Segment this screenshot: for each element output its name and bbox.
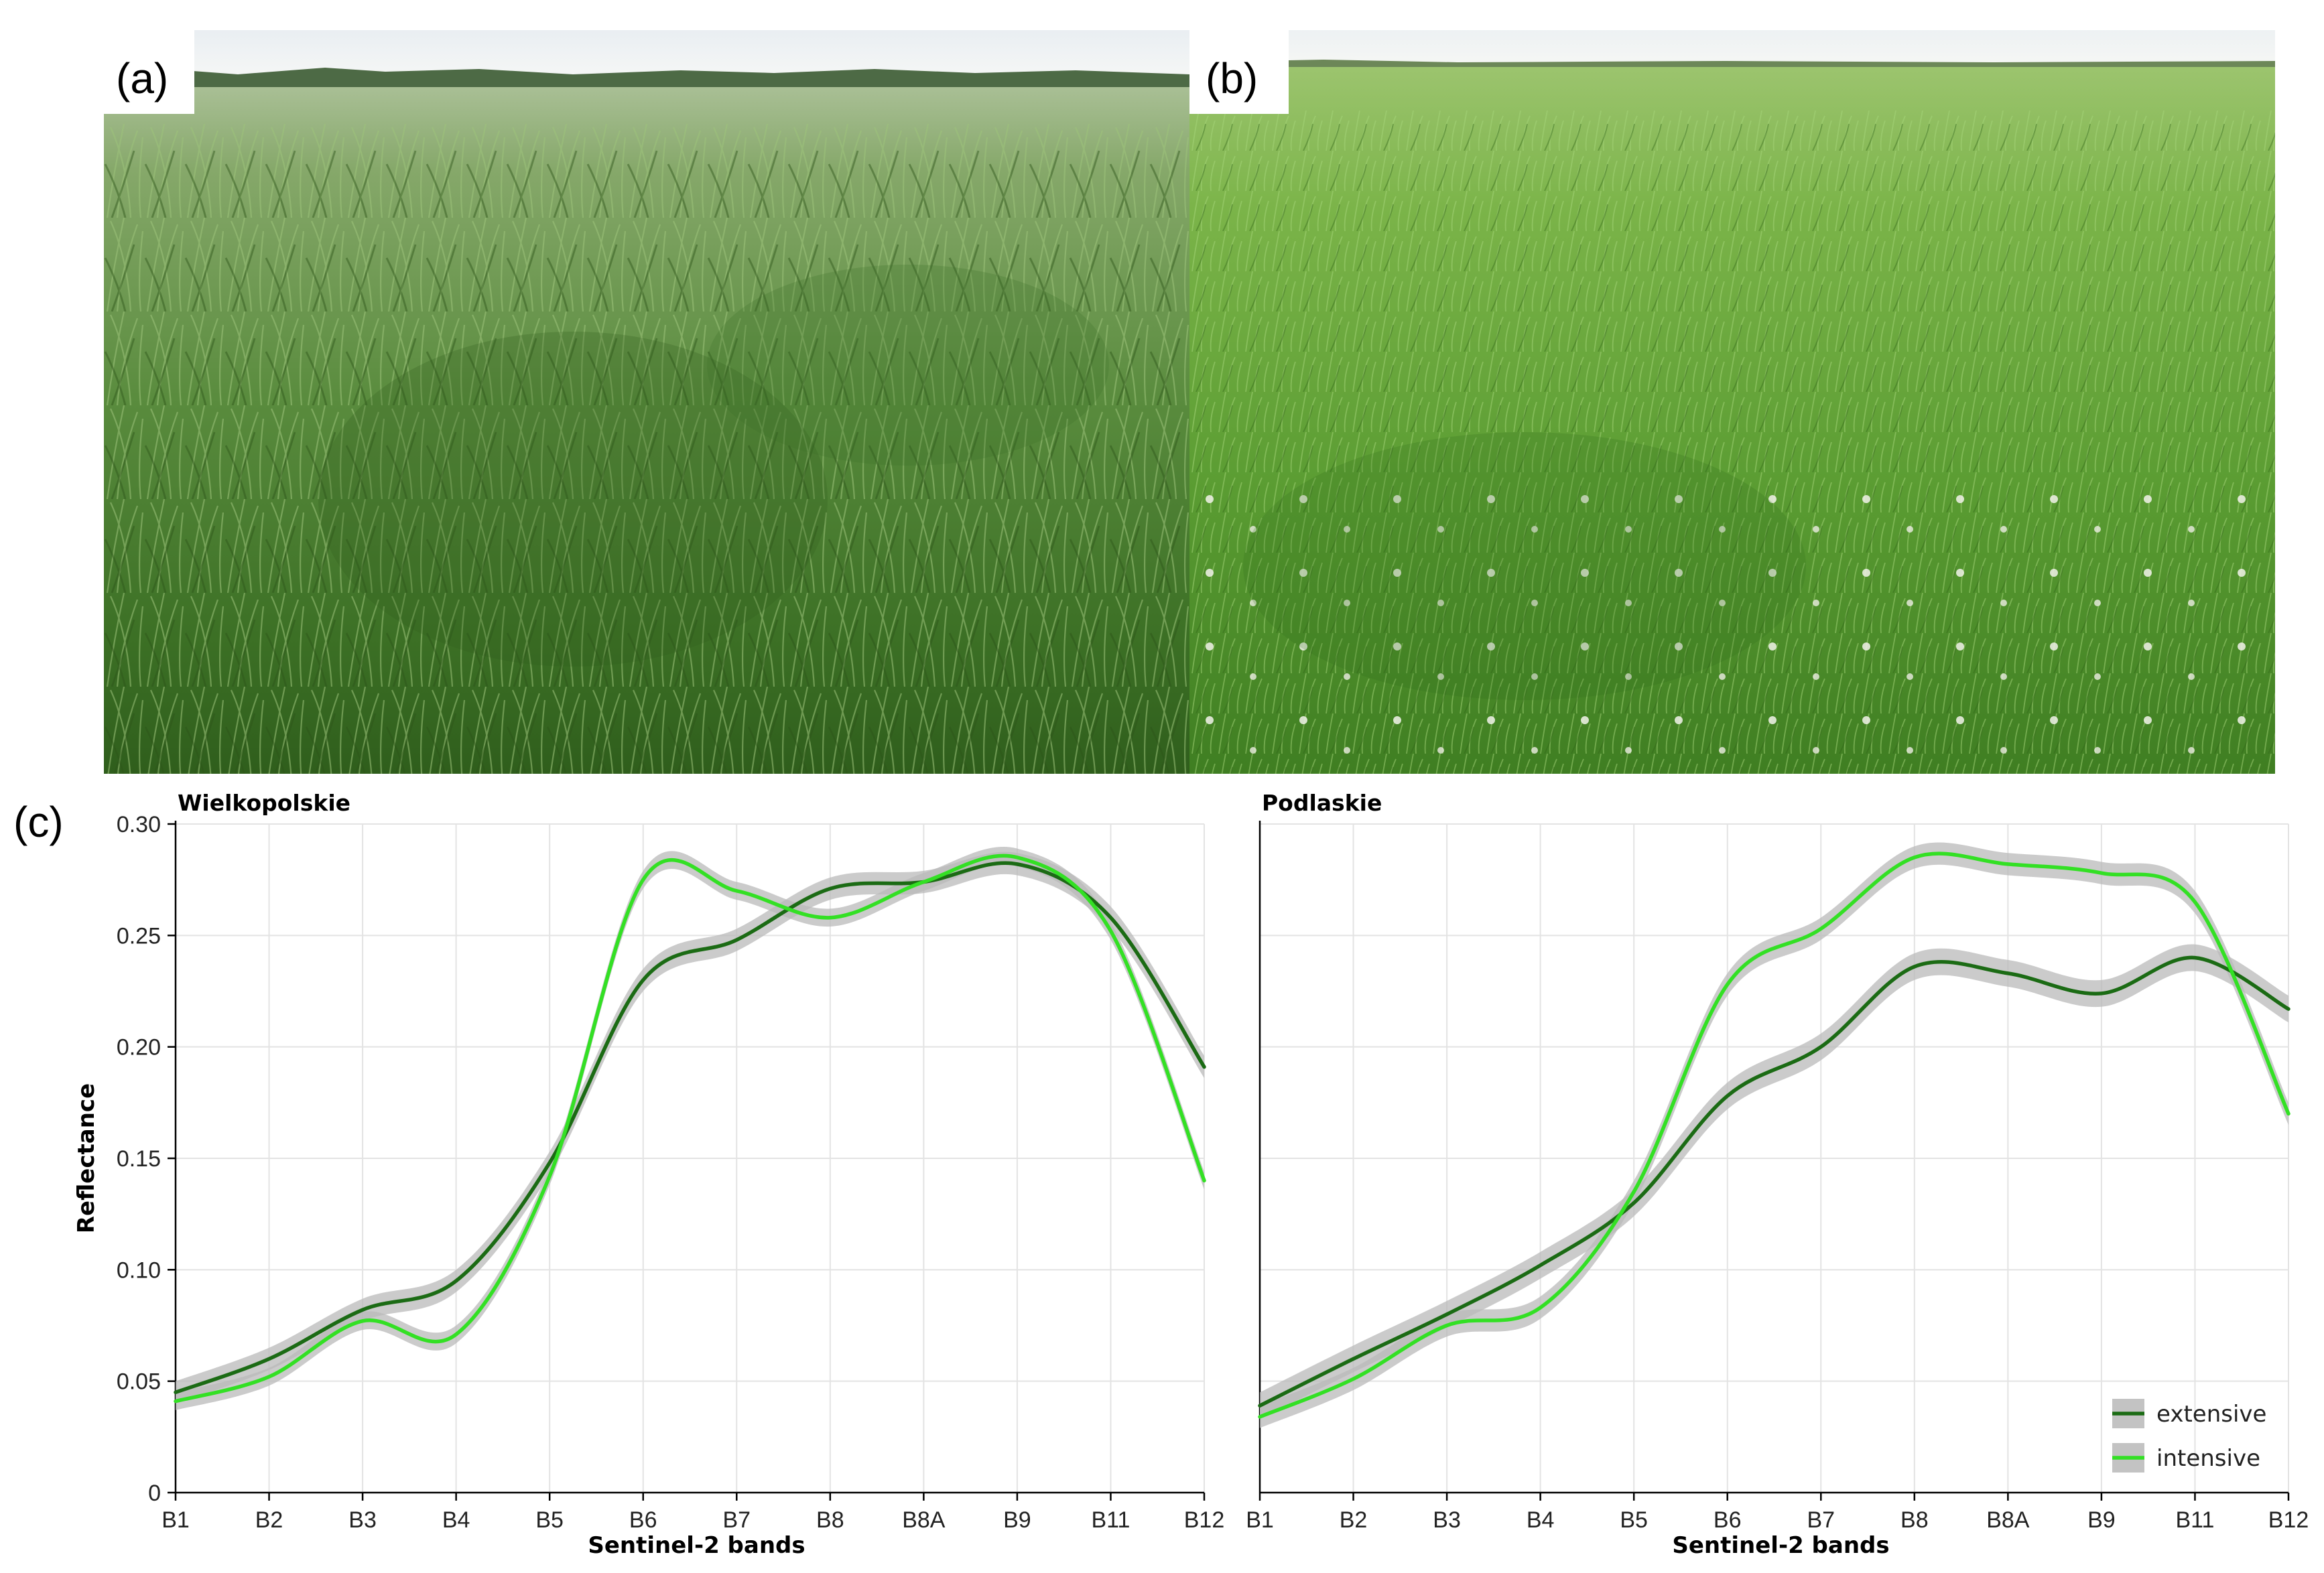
x-tick-label: B5 [535,1507,564,1533]
photo-intensive-meadow [1189,30,2275,774]
y-axis-title: Reflectance [73,1083,100,1233]
x-tick-label: B12 [2268,1507,2309,1533]
y-tick-label: 0.05 [117,1369,161,1395]
x-tick-label: B6 [629,1507,657,1533]
y-tick-label: 0.30 [117,812,161,837]
x-tick-label: B3 [348,1507,377,1533]
chart-title: Podlaskie [1262,790,1382,816]
x-tick-label: B11 [1091,1507,1130,1533]
x-tick-label: B8 [816,1507,844,1533]
x-axis-title: Sentinel-2 bands [588,1532,805,1559]
series-line-extensive [1258,955,2290,1408]
x-tick-label: B8A [902,1507,946,1533]
x-tick-label: B4 [442,1507,470,1533]
x-tick-label: B3 [1433,1507,1461,1533]
x-tick-label: B8 [1900,1507,1929,1533]
panel-label-a: (a) [104,30,194,114]
x-tick-label: B12 [1184,1507,1225,1533]
x-tick-label: B1 [162,1507,190,1533]
x-tick-label: B5 [1620,1507,1648,1533]
series-line-intensive [174,853,1206,1404]
legend-label-intensive: intensive [2156,1445,2260,1472]
y-tick-label: 0.10 [117,1257,161,1283]
y-tick-label: 0.15 [117,1146,161,1172]
x-tick-label: B2 [255,1507,283,1533]
photo-extensive-meadow [104,30,1189,774]
x-tick-label: B11 [2175,1507,2214,1533]
x-tick-label: B4 [1527,1507,1555,1533]
chart-title: Wielkopolskie [178,790,350,816]
x-axis-title: Sentinel-2 bands [1672,1532,1889,1559]
y-tick-label: 0.20 [117,1035,161,1061]
x-tick-label: B9 [1003,1507,1031,1533]
panel-label-c: (c) [13,798,64,846]
x-tick-label: B7 [1807,1507,1835,1533]
x-tick-label: B8A [1986,1507,2030,1533]
confidence-band-intensive [1260,842,2288,1428]
legend-label-extensive: extensive [2156,1401,2266,1428]
panel-label-b: (b) [1189,30,1289,114]
confidence-band-extensive [176,851,1204,1404]
x-tick-label: B9 [2087,1507,2116,1533]
y-tick-label: 0.25 [117,923,161,949]
x-tick-label: B2 [1340,1507,1368,1533]
x-tick-label: B7 [722,1507,751,1533]
x-tick-label: B6 [1714,1507,1742,1533]
y-tick-label: 0 [148,1481,161,1506]
x-tick-label: B1 [1246,1507,1274,1533]
